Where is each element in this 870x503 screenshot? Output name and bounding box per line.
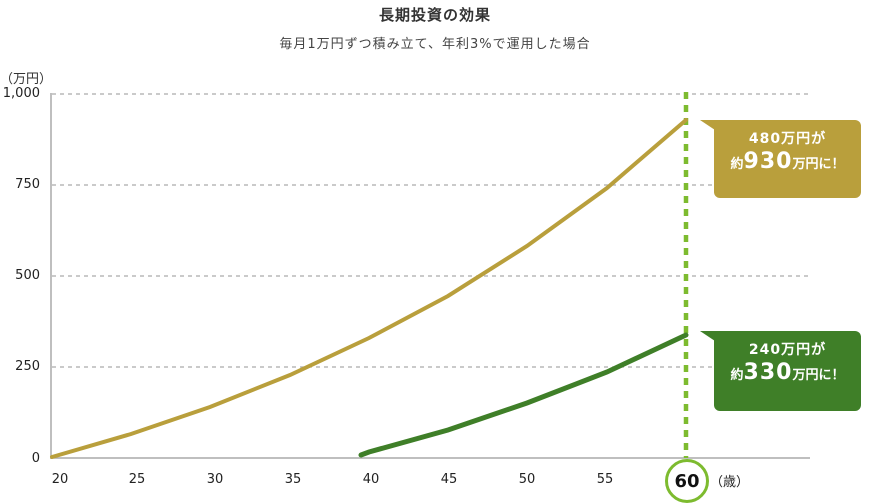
callout-gold-line2: 約930万円に！ xyxy=(714,149,861,174)
callout-gold-suffix: 万円に！ xyxy=(792,157,845,173)
callout-gold-value: 930 xyxy=(743,149,793,175)
y-tick-750: 750 xyxy=(15,177,40,192)
x-tick-45: 45 xyxy=(440,472,458,487)
x-tick-40: 40 xyxy=(362,472,380,487)
callout-gold-prefix: 約 xyxy=(730,157,744,173)
y-tick-1000: 1,000 xyxy=(2,86,40,101)
x-tick-25: 25 xyxy=(128,472,146,487)
series-green-line xyxy=(358,332,689,458)
x-tick-20: 20 xyxy=(51,472,69,487)
callout-green-line2: 約330万円に！ xyxy=(714,360,861,385)
callout-green-value: 330 xyxy=(743,360,793,386)
callout-green: 240万円が 約330万円に！ xyxy=(714,331,861,411)
x-tick-55: 55 xyxy=(596,472,614,487)
y-axis-unit: （万円） xyxy=(0,72,53,87)
x-tick-30: 30 xyxy=(206,472,224,487)
chart-subtitle: 毎月1万円ずつ積み立て、年利3%で運用した場合 xyxy=(279,37,591,52)
callout-green-line1: 240万円が xyxy=(748,342,827,358)
x-axis-unit: （歳） xyxy=(710,475,750,490)
callout-green-suffix: 万円に！ xyxy=(792,368,845,384)
x-tick-35: 35 xyxy=(284,472,302,487)
x-tick-50: 50 xyxy=(518,472,536,487)
callout-green-prefix: 約 xyxy=(730,368,744,384)
y-tick-0: 0 xyxy=(31,451,40,466)
callout-gold-line1: 480万円が xyxy=(748,131,827,147)
age-60-highlight: 60 xyxy=(665,459,709,503)
chart-title: 長期投資の効果 xyxy=(378,6,491,24)
y-tick-500: 500 xyxy=(15,268,40,283)
y-tick-250: 250 xyxy=(15,359,40,374)
gridlines xyxy=(52,93,810,368)
callout-gold: 480万円が 約930万円に！ xyxy=(714,120,861,198)
series-gold-line xyxy=(50,118,688,459)
